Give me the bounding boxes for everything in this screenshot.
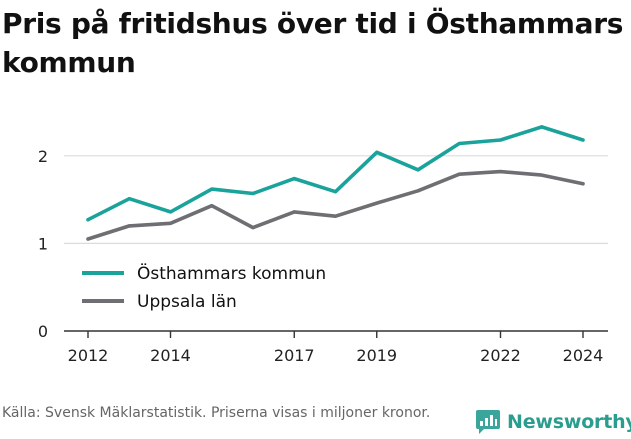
data-point [416, 189, 420, 193]
x-tick-label: 2014 [150, 346, 191, 365]
data-point [210, 187, 214, 191]
data-point [127, 197, 131, 201]
x-axis: 2012 2014 2017 2019 2022 2024 [64, 330, 608, 365]
newsworthy-chart-icon [476, 410, 500, 434]
data-point [581, 182, 585, 186]
data-point [416, 168, 420, 172]
data-point [292, 210, 296, 214]
data-point [375, 150, 379, 154]
y-axis-ticks: 0 1 2 [38, 147, 48, 341]
data-point [498, 169, 503, 174]
legend-background [70, 256, 352, 322]
data-point [210, 204, 214, 208]
y-tick-label: 2 [38, 147, 48, 166]
legend: Östhammars kommun Uppsala län [70, 256, 352, 322]
series-lines [86, 125, 585, 241]
newsworthy-logo[interactable]: Newsworthy [475, 407, 631, 437]
data-point [375, 201, 379, 205]
data-point [540, 125, 544, 129]
x-tick-label: 2022 [480, 346, 521, 365]
data-point [168, 221, 173, 225]
data-point [333, 190, 338, 194]
data-point [540, 173, 544, 177]
grid-lines [64, 155, 608, 244]
data-point [498, 138, 503, 142]
logo-text: Newsworthy [507, 411, 631, 433]
data-point [86, 218, 90, 222]
x-tick-label: 2019 [356, 346, 397, 365]
legend-label: Östhammars kommun [137, 262, 326, 284]
y-tick-label: 1 [38, 234, 48, 253]
chart-title: Pris på fritidshus över tid i Östhammars… [2, 7, 624, 79]
source-note: Källa: Svensk Mäklarstatistik. Priserna … [2, 405, 431, 421]
data-point [127, 224, 131, 228]
data-point [581, 138, 585, 142]
series-line [86, 169, 585, 241]
x-tick-label: 2017 [274, 346, 315, 365]
data-point [457, 172, 461, 176]
data-point [292, 176, 296, 181]
y-tick-label: 0 [38, 322, 48, 341]
x-tick-label: 2024 [563, 346, 604, 365]
data-point [251, 226, 255, 230]
data-point [333, 214, 338, 218]
data-point [168, 210, 173, 214]
data-point [86, 237, 90, 241]
data-point [251, 191, 255, 196]
legend-label: Uppsala län [137, 292, 237, 312]
data-point [457, 141, 461, 146]
x-tick-label: 2012 [68, 346, 109, 365]
